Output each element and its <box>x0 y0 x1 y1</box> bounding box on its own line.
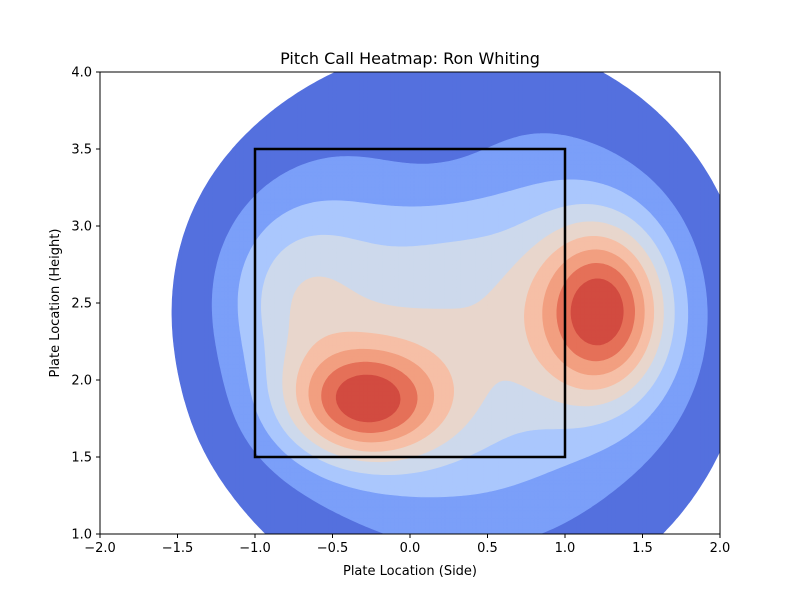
density-contours <box>100 72 720 534</box>
y-tick-label: 1.0 <box>71 528 92 543</box>
x-axis: −2.0 −1.5 −1.0 −0.5 0.0 0.5 1.0 1.5 2.0 <box>84 534 730 556</box>
y-tick-label: 3.5 <box>71 143 92 158</box>
y-tick-label: 4.0 <box>71 66 92 81</box>
x-tick-label: 2.0 <box>710 541 731 556</box>
y-tick-label: 1.5 <box>71 451 92 466</box>
x-axis-label: Plate Location (Side) <box>343 564 477 579</box>
x-tick-label: 1.5 <box>632 541 653 556</box>
x-tick-label: 0.0 <box>400 541 421 556</box>
x-tick-label: −1.0 <box>239 541 271 556</box>
x-tick-label: 1.0 <box>555 541 576 556</box>
chart-title: Pitch Call Heatmap: Ron Whiting <box>280 49 540 68</box>
x-tick-label: −0.5 <box>317 541 349 556</box>
y-axis-label: Plate Location (Height) <box>48 229 63 378</box>
y-tick-label: 2.5 <box>71 297 92 312</box>
x-tick-label: 0.5 <box>477 541 498 556</box>
y-tick-label: 2.0 <box>71 374 92 389</box>
y-tick-label: 3.0 <box>71 220 92 235</box>
x-tick-label: −1.5 <box>162 541 194 556</box>
y-axis: 1.0 1.5 2.0 2.5 3.0 3.5 4.0 <box>71 66 100 543</box>
x-tick-label: −2.0 <box>84 541 116 556</box>
plot-area <box>100 72 720 534</box>
